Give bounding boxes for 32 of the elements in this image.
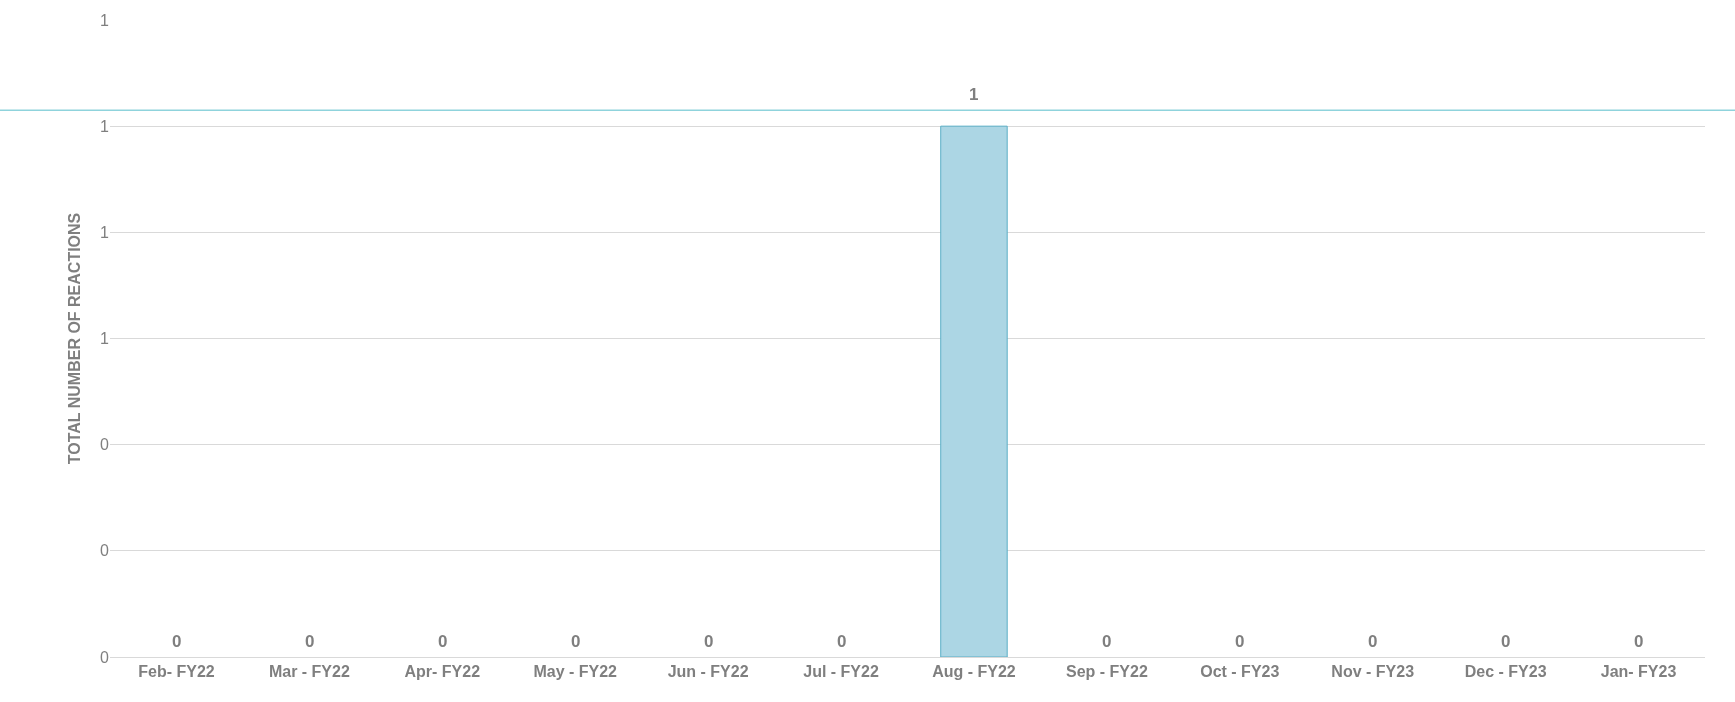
data-label: 0 [438,632,448,651]
y-tick-label: 1 [100,330,110,348]
data-label: 0 [1102,632,1112,651]
y-tick-label: 1 [100,11,110,29]
y-tick-label: 0 [100,436,110,454]
x-tick-label: Apr- FY22 [404,663,481,681]
x-tick-label: Mar - FY22 [268,663,350,681]
data-label: 1 [969,85,979,104]
data-label: 0 [1368,632,1378,651]
data-label: 0 [837,632,847,651]
data-label: 0 [571,632,581,651]
x-tick-label: May - FY22 [533,663,618,681]
x-tick-label: Jul - FY22 [803,663,879,681]
data-label: 0 [172,632,182,651]
x-tick-label: Jan- FY23 [1600,663,1677,681]
data-label: 0 [1501,632,1511,651]
y-tick-label: 1 [100,223,110,241]
data-label: 0 [704,632,714,651]
x-tick-label: Feb- FY22 [138,663,215,681]
y-axis-title: TOTAL NUMBER OF REACTIONS [65,212,83,465]
x-tick-label: Jun - FY22 [667,663,749,681]
x-tick-label: Aug - FY22 [932,663,1016,681]
x-tick-label: Nov - FY23 [1331,663,1415,681]
y-tick-label: 0 [100,542,110,560]
data-label: 0 [305,632,315,651]
data-label: 0 [1634,632,1644,651]
data-label: 0 [1235,632,1245,651]
x-tick-label: Sep - FY22 [1065,663,1148,681]
y-tick-label: 0 [100,648,110,666]
x-tick-label: Oct - FY23 [1200,663,1280,681]
x-tick-label: Dec - FY23 [1464,663,1547,681]
y-tick-label: 1 [100,117,110,135]
